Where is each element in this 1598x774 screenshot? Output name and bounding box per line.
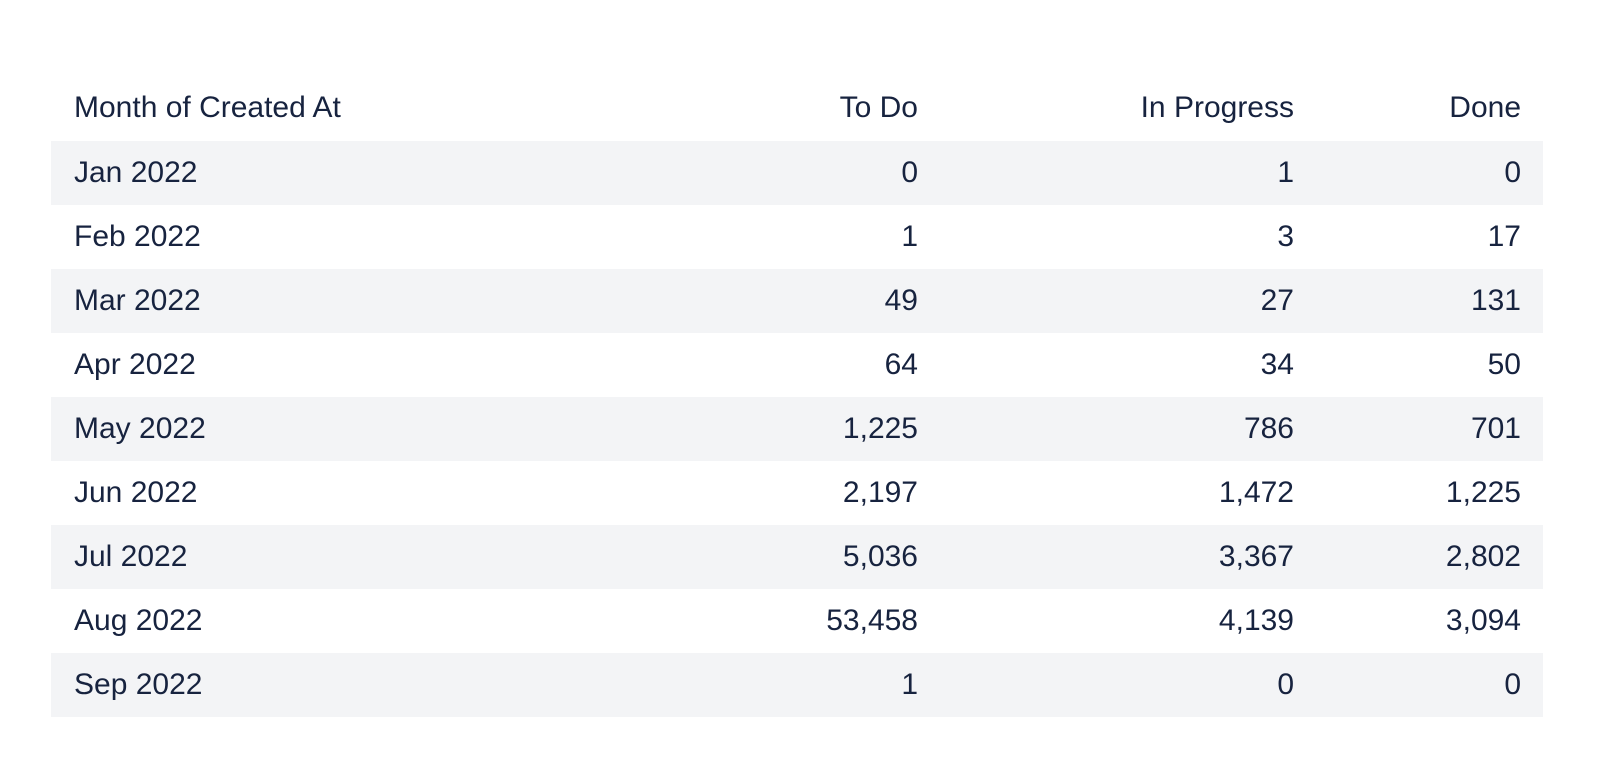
table-row: Mar 2022 49 27 131 — [51, 269, 1543, 333]
table-row: Sep 2022 1 0 0 — [51, 653, 1543, 717]
cell-done: 131 — [1294, 269, 1543, 333]
cell-month: May 2022 — [51, 397, 598, 461]
cell-to-do: 0 — [598, 141, 918, 205]
table-header: Month of Created At To Do In Progress Done — [51, 76, 1543, 141]
cell-to-do: 49 — [598, 269, 918, 333]
header-row: Month of Created At To Do In Progress Done — [51, 76, 1543, 141]
cell-month: Jun 2022 — [51, 461, 598, 525]
cell-done: 701 — [1294, 397, 1543, 461]
cell-done: 1,225 — [1294, 461, 1543, 525]
cell-in-progress: 1,472 — [918, 461, 1294, 525]
column-header-in-progress: In Progress — [1140, 91, 1294, 124]
cell-to-do: 2,197 — [598, 461, 918, 525]
table-row: Jul 2022 5,036 3,367 2,802 — [51, 525, 1543, 589]
cell-in-progress: 4,139 — [918, 589, 1294, 653]
cell-to-do: 5,036 — [598, 525, 918, 589]
cell-in-progress: 786 — [918, 397, 1294, 461]
table-row: Feb 2022 1 3 17 — [51, 205, 1543, 269]
cell-done: 50 — [1294, 333, 1543, 397]
table-body: Jan 2022 0 1 0 Feb 2022 1 3 17 Mar 2022 49 27 131 Ap… — [51, 141, 1543, 717]
cell-month: Feb 2022 — [51, 205, 598, 269]
data-table-container: Month of Created At To Do In Progress Done … — [51, 76, 1543, 717]
cell-to-do: 1,225 — [598, 397, 918, 461]
cell-done: 2,802 — [1294, 525, 1543, 589]
column-header-done: Done — [1449, 91, 1521, 124]
cell-in-progress: 0 — [918, 653, 1294, 717]
cell-month: Jul 2022 — [51, 525, 598, 589]
cell-month: Jan 2022 — [51, 141, 598, 205]
cell-done: 3,094 — [1294, 589, 1543, 653]
cell-month: Aug 2022 — [51, 589, 598, 653]
cell-to-do: 1 — [598, 205, 918, 269]
cell-done: 0 — [1294, 141, 1543, 205]
table-row: Jun 2022 2,197 1,472 1,225 — [51, 461, 1543, 525]
cell-in-progress: 1 — [918, 141, 1294, 205]
cell-to-do: 53,458 — [598, 589, 918, 653]
cell-in-progress: 3 — [918, 205, 1294, 269]
data-table: Month of Created At To Do In Progress Done … — [51, 76, 1543, 717]
column-header-month: Month of Created At — [74, 91, 341, 124]
cell-done: 0 — [1294, 653, 1543, 717]
table-row: Apr 2022 64 34 50 — [51, 333, 1543, 397]
table-row: May 2022 1,225 786 701 — [51, 397, 1543, 461]
cell-to-do: 1 — [598, 653, 918, 717]
cell-month: Mar 2022 — [51, 269, 598, 333]
cell-to-do: 64 — [598, 333, 918, 397]
cell-in-progress: 27 — [918, 269, 1294, 333]
column-header-to-do: To Do — [839, 91, 918, 124]
table-row: Jan 2022 0 1 0 — [51, 141, 1543, 205]
table-row: Aug 2022 53,458 4,139 3,094 — [51, 589, 1543, 653]
cell-month: Sep 2022 — [51, 653, 598, 717]
cell-month: Apr 2022 — [51, 333, 598, 397]
cell-done: 17 — [1294, 205, 1543, 269]
cell-in-progress: 34 — [918, 333, 1294, 397]
cell-in-progress: 3,367 — [918, 525, 1294, 589]
